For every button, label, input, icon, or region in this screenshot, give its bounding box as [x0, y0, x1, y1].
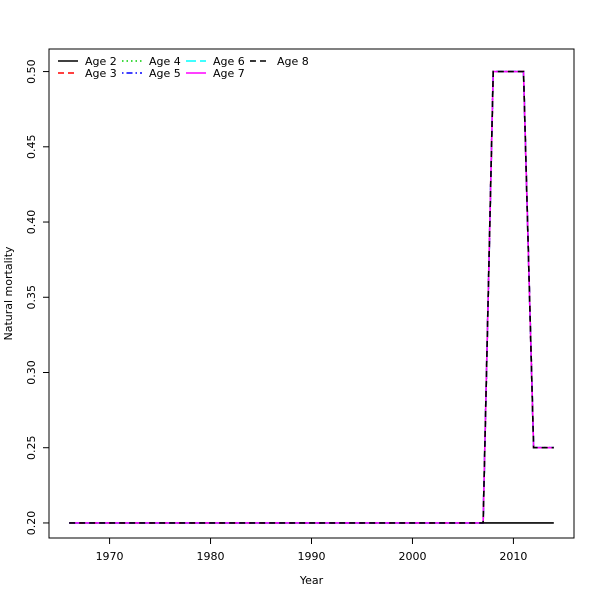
x-tick-label: 2000 — [398, 550, 426, 563]
x-tick-label: 1990 — [298, 550, 326, 563]
legend-label: Age 4 — [149, 55, 181, 68]
y-tick-label: 0.35 — [25, 285, 38, 310]
y-tick-label: 0.20 — [25, 511, 38, 536]
x-tick-label: 1980 — [197, 550, 225, 563]
legend-label: Age 8 — [277, 55, 309, 68]
y-axis: 0.20 0.25 0.30 0.35 0.40 0.45 0.50 — [25, 59, 50, 536]
legend-label: Age 5 — [149, 67, 181, 80]
y-tick-label: 0.50 — [25, 59, 38, 84]
legend-label: Age 2 — [85, 55, 117, 68]
x-tick-label: 2010 — [499, 550, 527, 563]
legend-label: Age 7 — [213, 67, 245, 80]
y-tick-label: 0.30 — [25, 360, 38, 385]
series-line-age-8 — [69, 70, 554, 524]
y-tick-label: 0.45 — [25, 135, 38, 160]
y-tick-label: 0.25 — [25, 435, 38, 460]
y-axis-title: Natural mortality — [2, 246, 15, 341]
y-tick-label: 0.40 — [25, 210, 38, 235]
legend-label: Age 6 — [213, 55, 245, 68]
x-axis-title: Year — [299, 574, 324, 587]
x-axis: 1970 1980 1990 2000 2010 — [96, 537, 527, 563]
series-layer — [69, 70, 554, 524]
x-tick-label: 1970 — [96, 550, 124, 563]
legend-label: Age 3 — [85, 67, 117, 80]
